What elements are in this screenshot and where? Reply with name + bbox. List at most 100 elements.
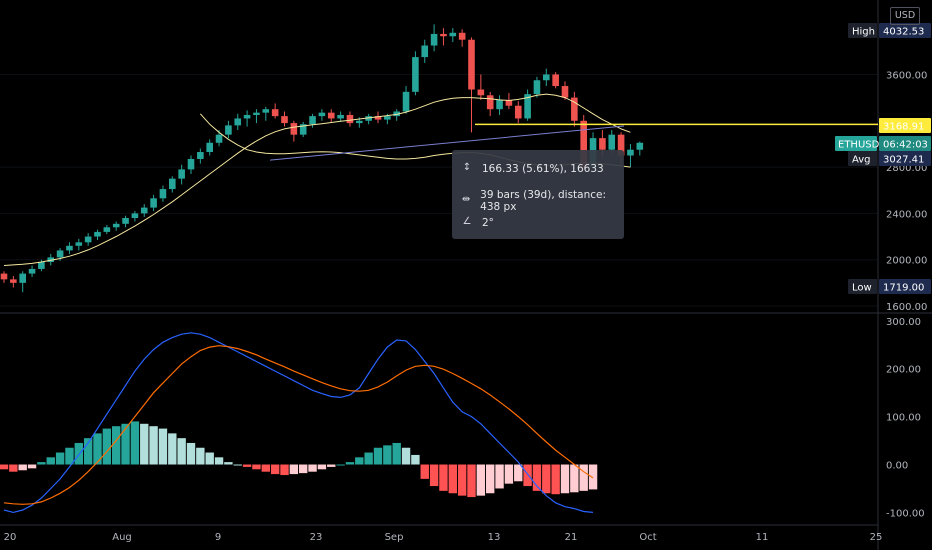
candle[interactable]	[215, 134, 223, 143]
candle[interactable]	[122, 218, 129, 224]
candle[interactable]	[449, 32, 457, 37]
candle[interactable]	[524, 94, 531, 119]
candle[interactable]	[140, 207, 148, 214]
candle[interactable]	[365, 116, 372, 121]
candle[interactable]	[28, 268, 36, 274]
candle[interactable]	[262, 109, 270, 113]
candle[interactable]	[402, 91, 410, 112]
macd-histogram-bar	[560, 464, 570, 494]
drawing-objects[interactable]	[269, 123, 878, 161]
candle[interactable]	[393, 111, 400, 117]
time-axis-tick: Sep	[385, 532, 404, 543]
candle[interactable]	[299, 124, 307, 135]
low-tag-value-box	[879, 279, 931, 294]
candle[interactable]	[103, 227, 111, 232]
candle[interactable]	[430, 33, 438, 46]
candle[interactable]	[243, 114, 251, 119]
candle[interactable]	[327, 112, 335, 119]
candle[interactable]	[10, 279, 17, 283]
candle[interactable]	[234, 118, 242, 126]
macd-histogram-bar	[270, 464, 280, 475]
candle[interactable]	[225, 125, 232, 135]
candle[interactable]	[552, 74, 559, 87]
macd-histogram-bar	[168, 433, 177, 465]
macd-line[interactable]	[3, 332, 594, 514]
candle[interactable]	[505, 99, 513, 106]
candle[interactable]	[458, 32, 466, 40]
tooltip-price-change: 166.33 (5.61%), 16633	[482, 163, 604, 175]
candle[interactable]	[571, 97, 578, 121]
candle[interactable]	[281, 116, 288, 124]
macd-histogram-bar	[514, 464, 523, 482]
candle[interactable]	[356, 120, 363, 124]
candle[interactable]	[412, 57, 419, 92]
candle[interactable]	[253, 112, 260, 115]
candle[interactable]	[47, 257, 55, 263]
countdown-tag-box	[879, 136, 931, 151]
candle[interactable]	[374, 116, 382, 120]
candle[interactable]	[19, 273, 26, 283]
candle[interactable]	[206, 142, 213, 153]
candle[interactable]	[627, 149, 634, 156]
candle[interactable]	[561, 86, 569, 98]
candle[interactable]	[94, 231, 101, 237]
candle[interactable]	[38, 262, 45, 269]
candle[interactable]	[75, 242, 83, 246]
time-axis-tick: 11	[756, 532, 769, 543]
candle[interactable]	[514, 105, 522, 119]
candle[interactable]	[486, 95, 494, 110]
candle[interactable]	[56, 250, 64, 258]
macd-histogram-bar	[336, 464, 345, 466]
candle[interactable]	[636, 142, 644, 150]
candle[interactable]	[477, 89, 485, 96]
candle[interactable]	[131, 213, 139, 219]
macd-histogram-bar	[457, 464, 467, 496]
candle[interactable]	[318, 112, 326, 117]
candle[interactable]	[290, 123, 298, 135]
macd-histogram-bar	[476, 464, 486, 496]
candle[interactable]	[384, 116, 391, 120]
macd-histogram-bar	[364, 452, 373, 465]
candle[interactable]	[84, 236, 92, 243]
candle[interactable]	[533, 80, 541, 95]
signal-line[interactable]	[3, 345, 594, 505]
candle[interactable]	[617, 134, 625, 156]
candle[interactable]	[468, 39, 475, 90]
candle[interactable]	[346, 114, 354, 124]
candle[interactable]	[150, 198, 157, 208]
currency-button[interactable]: USD	[890, 7, 920, 25]
candle[interactable]	[187, 158, 195, 170]
candle[interactable]	[496, 99, 503, 110]
candle[interactable]	[599, 138, 606, 150]
time-axis-tick: 25	[870, 532, 883, 543]
candle[interactable]	[197, 152, 204, 159]
candle[interactable]	[112, 223, 120, 228]
time-axis-tick: 20	[4, 532, 17, 543]
macd-indicator-pane[interactable]	[0, 332, 598, 514]
price-pane[interactable]	[0, 24, 644, 293]
time-axis-tick: Aug	[112, 532, 132, 543]
candle[interactable]	[271, 109, 279, 117]
candle[interactable]	[66, 245, 73, 251]
candle[interactable]	[309, 116, 316, 125]
candle[interactable]	[608, 134, 616, 150]
trendline-drawing[interactable]	[269, 125, 625, 161]
candle[interactable]	[169, 178, 176, 190]
candle[interactable]	[440, 33, 447, 37]
macd-histogram-bar	[373, 447, 383, 465]
time-axis-tick: 9	[215, 532, 221, 543]
candle[interactable]	[159, 189, 167, 199]
candle[interactable]	[421, 45, 429, 58]
moving-average-line[interactable]	[3, 93, 631, 266]
price-range-icon: ↕	[462, 162, 472, 173]
macd-histogram-bar	[27, 464, 37, 469]
candle[interactable]	[178, 169, 185, 179]
candle[interactable]	[0, 273, 8, 280]
candle[interactable]	[337, 114, 344, 119]
macd-histogram-bar	[158, 428, 168, 465]
candle[interactable]	[543, 74, 550, 81]
symbol-tag-box	[835, 136, 877, 151]
macd-histogram-bar	[74, 442, 83, 465]
candle[interactable]	[580, 120, 587, 168]
